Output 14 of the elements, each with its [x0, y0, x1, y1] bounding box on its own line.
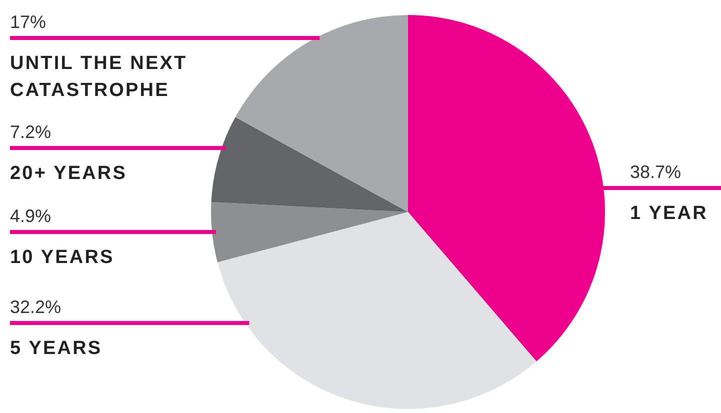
data-label: 4.9%: [10, 206, 52, 226]
data-label: 32.2%: [10, 297, 62, 317]
slice-label: 5 YEARS: [10, 338, 102, 359]
pie-slice: [211, 117, 408, 212]
pie-slice: [235, 15, 408, 212]
slice-label: 20+ YEARS: [10, 163, 128, 184]
pie-slice: [211, 202, 408, 262]
data-label: 17%: [10, 12, 46, 32]
slice-label: UNTIL THE NEXT CATASTROPHE: [10, 53, 188, 101]
data-label: 7.2%: [10, 122, 52, 142]
data-label: 38.7%: [630, 162, 682, 182]
slice-label: 10 YEARS: [10, 247, 114, 268]
pie-slice: [218, 212, 536, 409]
slice-label: 1 YEAR: [630, 203, 708, 224]
